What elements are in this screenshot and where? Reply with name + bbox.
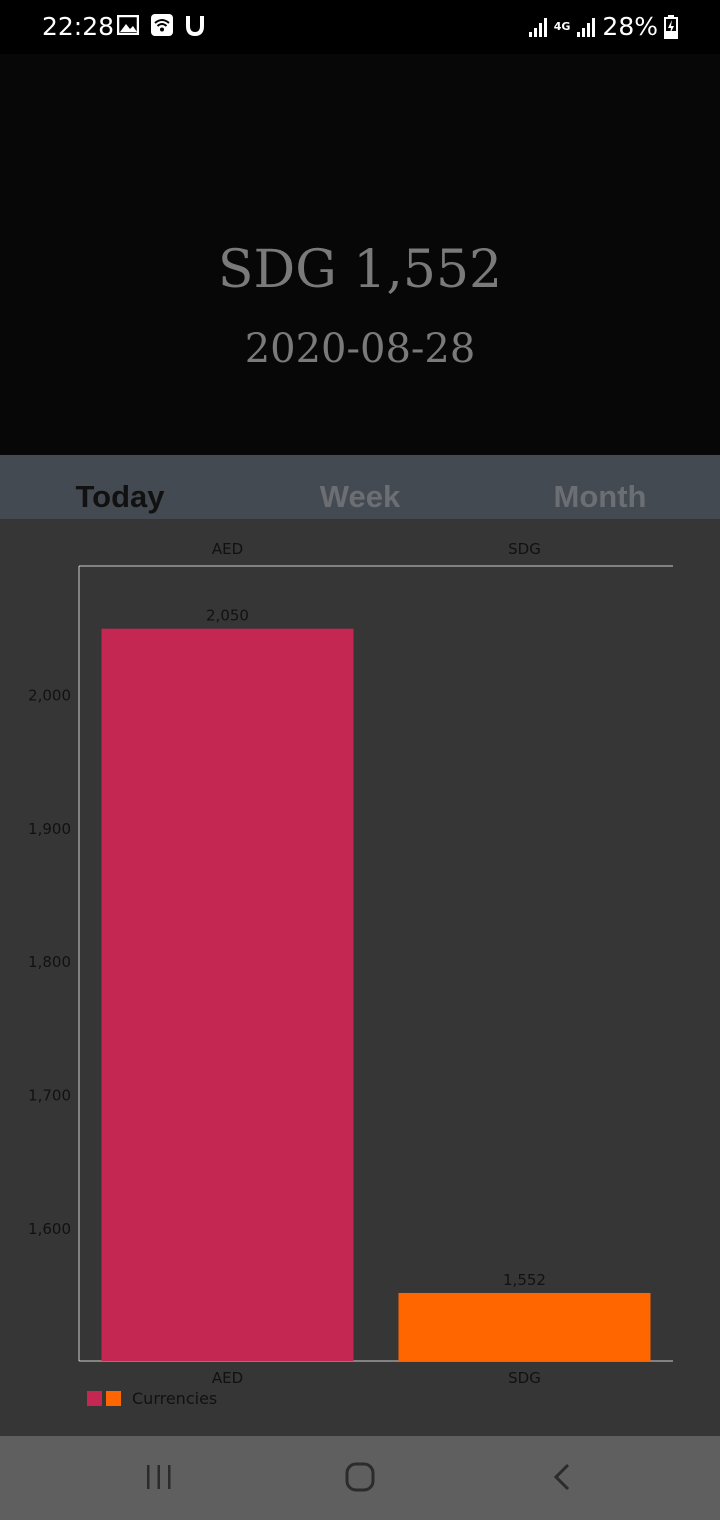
tab-today[interactable]: Today	[75, 479, 165, 514]
header: SDG 1,552 2020-08-28	[0, 54, 720, 455]
home-button[interactable]	[340, 1462, 380, 1496]
status-bar: 22:28 4G 28%	[0, 0, 720, 54]
chart-area: 1,600 1,700 1,800 1,900 2,000 2,050 AED AED 1,55…	[0, 519, 720, 1436]
back-button[interactable]	[542, 1462, 582, 1496]
y-tick-label: 1,600	[28, 1220, 71, 1238]
x-tick-label: SDG	[508, 1369, 541, 1387]
status-time: 22:28	[42, 12, 115, 41]
legend-swatch-aed	[87, 1391, 102, 1406]
data-label: 1,552	[503, 1271, 546, 1289]
header-date: 2020-08-28	[244, 326, 476, 372]
top-category-label: SDG	[508, 540, 541, 558]
data-label: 2,050	[206, 607, 249, 625]
bar-chart: 1,600 1,700 1,800 1,900 2,000 2,050 AED AED 1,55…	[28, 540, 673, 1387]
legend-swatch-sdg	[106, 1391, 121, 1406]
chart-legend: Currencies	[87, 1389, 217, 1408]
x-tick-label: AED	[212, 1369, 243, 1387]
battery-charging-icon	[664, 14, 678, 39]
wifi-icon	[151, 14, 173, 40]
top-category-label: AED	[212, 540, 243, 558]
u-icon	[185, 14, 205, 40]
battery-percent: 28%	[602, 12, 658, 41]
signal-icon	[576, 16, 596, 38]
signal-icon	[528, 16, 548, 38]
tab-bar: Today Week Month	[0, 455, 720, 519]
recent-apps-icon	[144, 1463, 174, 1495]
y-tick-label: 1,900	[28, 820, 71, 838]
status-right: 4G 28%	[528, 12, 678, 41]
home-icon	[344, 1461, 376, 1497]
y-tick-label: 1,800	[28, 953, 71, 971]
tab-week[interactable]: Week	[319, 479, 401, 514]
status-left-icons	[116, 14, 205, 40]
bar-sdg	[398, 1292, 651, 1361]
network-type: 4G	[553, 20, 571, 33]
bar-aed	[101, 628, 354, 1361]
navigation-bar	[0, 1436, 720, 1520]
tab-month[interactable]: Month	[553, 479, 647, 514]
legend-label: Currencies	[132, 1389, 218, 1408]
y-tick-label: 2,000	[28, 686, 71, 704]
recent-apps-button[interactable]	[139, 1462, 179, 1496]
header-amount: SDG 1,552	[217, 240, 503, 300]
y-tick-label: 1,700	[28, 1087, 71, 1105]
image-icon	[116, 14, 140, 39]
back-icon	[551, 1462, 573, 1496]
